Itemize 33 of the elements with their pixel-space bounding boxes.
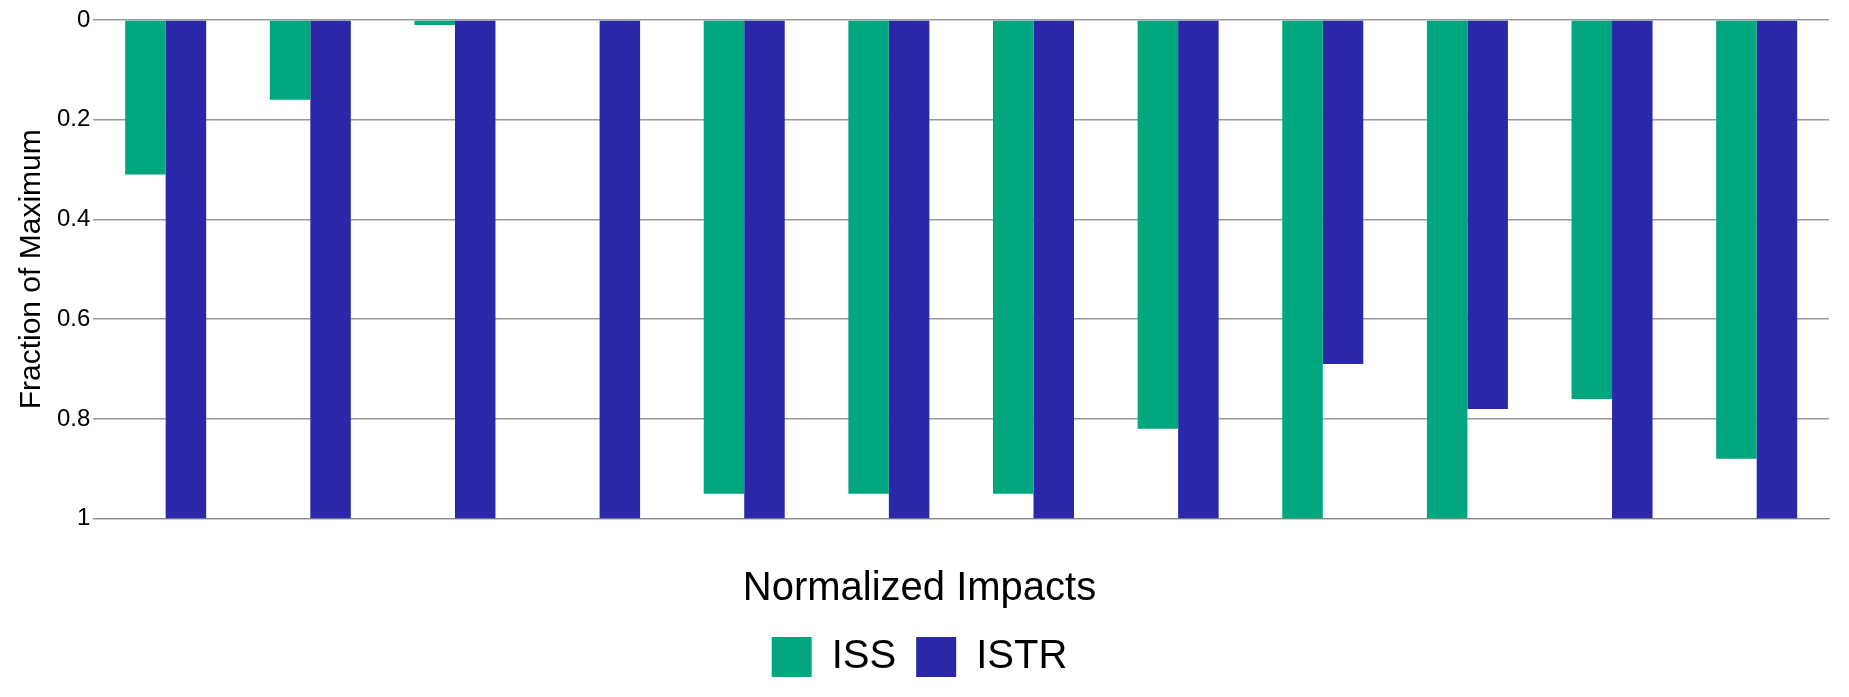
- y-tick-label: 0.6: [56, 303, 91, 331]
- bar: [414, 20, 455, 25]
- bar: [744, 20, 785, 519]
- bar: [1178, 20, 1219, 519]
- y-axis-title: Fraction of Maximum: [13, 129, 47, 410]
- y-tick-label: 0: [77, 4, 91, 32]
- legend-label: ISS: [831, 632, 897, 677]
- bar: [269, 20, 311, 100]
- y-tick-label: 0.4: [56, 204, 91, 232]
- bar: [1756, 20, 1798, 519]
- bar: [1282, 20, 1323, 519]
- bar: [1716, 20, 1757, 459]
- y-tick-label: 0.8: [56, 403, 91, 431]
- bar: [1612, 20, 1653, 519]
- bar: [125, 20, 166, 175]
- bar: [1426, 20, 1468, 519]
- legend-title: Normalized Impacts: [742, 564, 1097, 609]
- bar: [1322, 20, 1364, 365]
- bar: [599, 20, 641, 519]
- bar: [454, 20, 496, 519]
- bar: [1033, 20, 1074, 519]
- y-tick-label: 1: [77, 503, 91, 531]
- y-tick-label: 0.2: [56, 104, 91, 132]
- bar: [310, 20, 351, 519]
- bar: [1137, 20, 1179, 429]
- bar: [848, 20, 889, 494]
- bar: [888, 20, 930, 519]
- bar: [1571, 20, 1613, 399]
- bar: [1467, 20, 1508, 409]
- bar: [993, 20, 1034, 494]
- bar: [703, 20, 745, 494]
- bar: [165, 20, 207, 519]
- legend-label: ISTR: [976, 632, 1068, 677]
